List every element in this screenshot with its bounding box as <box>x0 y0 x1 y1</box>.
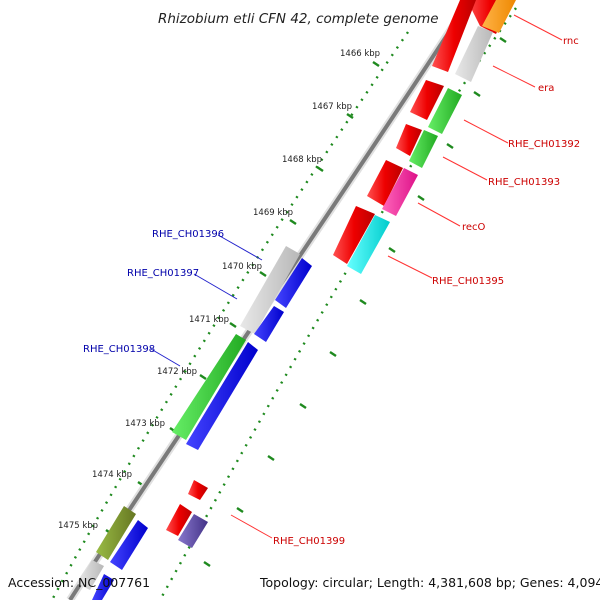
tick-label-1475: 1475 kbp <box>58 521 98 531</box>
gene-label-RHE_CH01396[interactable]: RHE_CH01396 <box>152 229 224 240</box>
gene-label-era[interactable]: era <box>538 83 554 94</box>
gene-RHE_CH01395[interactable] <box>347 215 390 274</box>
gene-forward-red-3[interactable] <box>396 124 422 156</box>
gene-forward-red-5[interactable] <box>333 206 375 264</box>
tick-label-1469: 1469 kbp <box>253 208 293 218</box>
gene-RHE_CH01392[interactable] <box>428 88 462 134</box>
map-title: Rhizobium etli CFN 42, complete genome <box>158 11 439 27</box>
gene-RHE_CH01397[interactable] <box>254 306 284 342</box>
tick-label-1474: 1474 kbp <box>92 470 132 480</box>
gene-forward-red-6[interactable] <box>188 480 208 500</box>
gene-reverse-blue-1[interactable] <box>186 342 258 450</box>
reverse-tick-track <box>50 31 409 600</box>
gene-label-RHE_CH01397[interactable]: RHE_CH01397 <box>127 268 199 279</box>
gene-label-RHE_CH01399[interactable]: RHE_CH01399 <box>273 536 345 547</box>
gene-label-RHE_CH01395[interactable]: RHE_CH01395 <box>432 276 504 287</box>
gene-label-rnc[interactable]: rnc <box>563 36 579 47</box>
tick-label-1470: 1470 kbp <box>222 262 262 272</box>
gene-label-RHE_CH01393[interactable]: RHE_CH01393 <box>488 177 560 188</box>
tick-label-1473: 1473 kbp <box>125 419 165 429</box>
accession-text: Accession: NC_007761 <box>8 575 150 590</box>
gene-RHE_CH01398[interactable] <box>172 334 246 440</box>
gene-label-recO[interactable]: recO <box>462 222 486 233</box>
tick-label-1467: 1467 kbp <box>312 102 352 112</box>
reverse-strand-genes <box>78 246 312 600</box>
gene-rnc[interactable] <box>482 0 516 33</box>
forward-strand-genes <box>166 0 516 548</box>
gene-era[interactable] <box>455 26 493 82</box>
reverse-leaders <box>150 234 263 367</box>
tick-label-1468: 1468 kbp <box>282 155 322 165</box>
gene-reverse-blue-2[interactable] <box>110 520 148 570</box>
gene-recO[interactable] <box>382 168 418 216</box>
gene-forward-red-4[interactable] <box>367 160 403 206</box>
genome-summary-text: Topology: circular; Length: 4,381,608 bp… <box>259 575 600 590</box>
gene-reverse-blue-0[interactable] <box>275 258 312 308</box>
outer-major-ticks <box>203 37 507 567</box>
gene-RHE_CH01393[interactable] <box>409 130 438 168</box>
gene-label-RHE_CH01398[interactable]: RHE_CH01398 <box>83 344 155 355</box>
major-ticks <box>105 61 380 535</box>
gene-RHE_CH01396[interactable] <box>240 246 300 334</box>
tick-label-1466: 1466 kbp <box>340 49 380 59</box>
forward-tick-track <box>158 7 517 600</box>
gene-label-RHE_CH01392[interactable]: RHE_CH01392 <box>508 139 580 150</box>
gene-forward-red-2[interactable] <box>410 80 444 120</box>
gene-RHE_CH01399[interactable] <box>178 514 208 548</box>
gene-reverse-gray-0[interactable] <box>78 560 104 590</box>
forward-leaders <box>230 14 563 539</box>
gene-reverse-blue-3[interactable] <box>92 574 114 600</box>
gene-forward-red-1[interactable] <box>432 0 476 72</box>
tick-label-1472: 1472 kbp <box>157 367 197 377</box>
gene-forward-red-7[interactable] <box>166 504 192 536</box>
tick-label-1471: 1471 kbp <box>189 315 229 325</box>
gene-reverse-olive-0[interactable] <box>96 506 136 560</box>
